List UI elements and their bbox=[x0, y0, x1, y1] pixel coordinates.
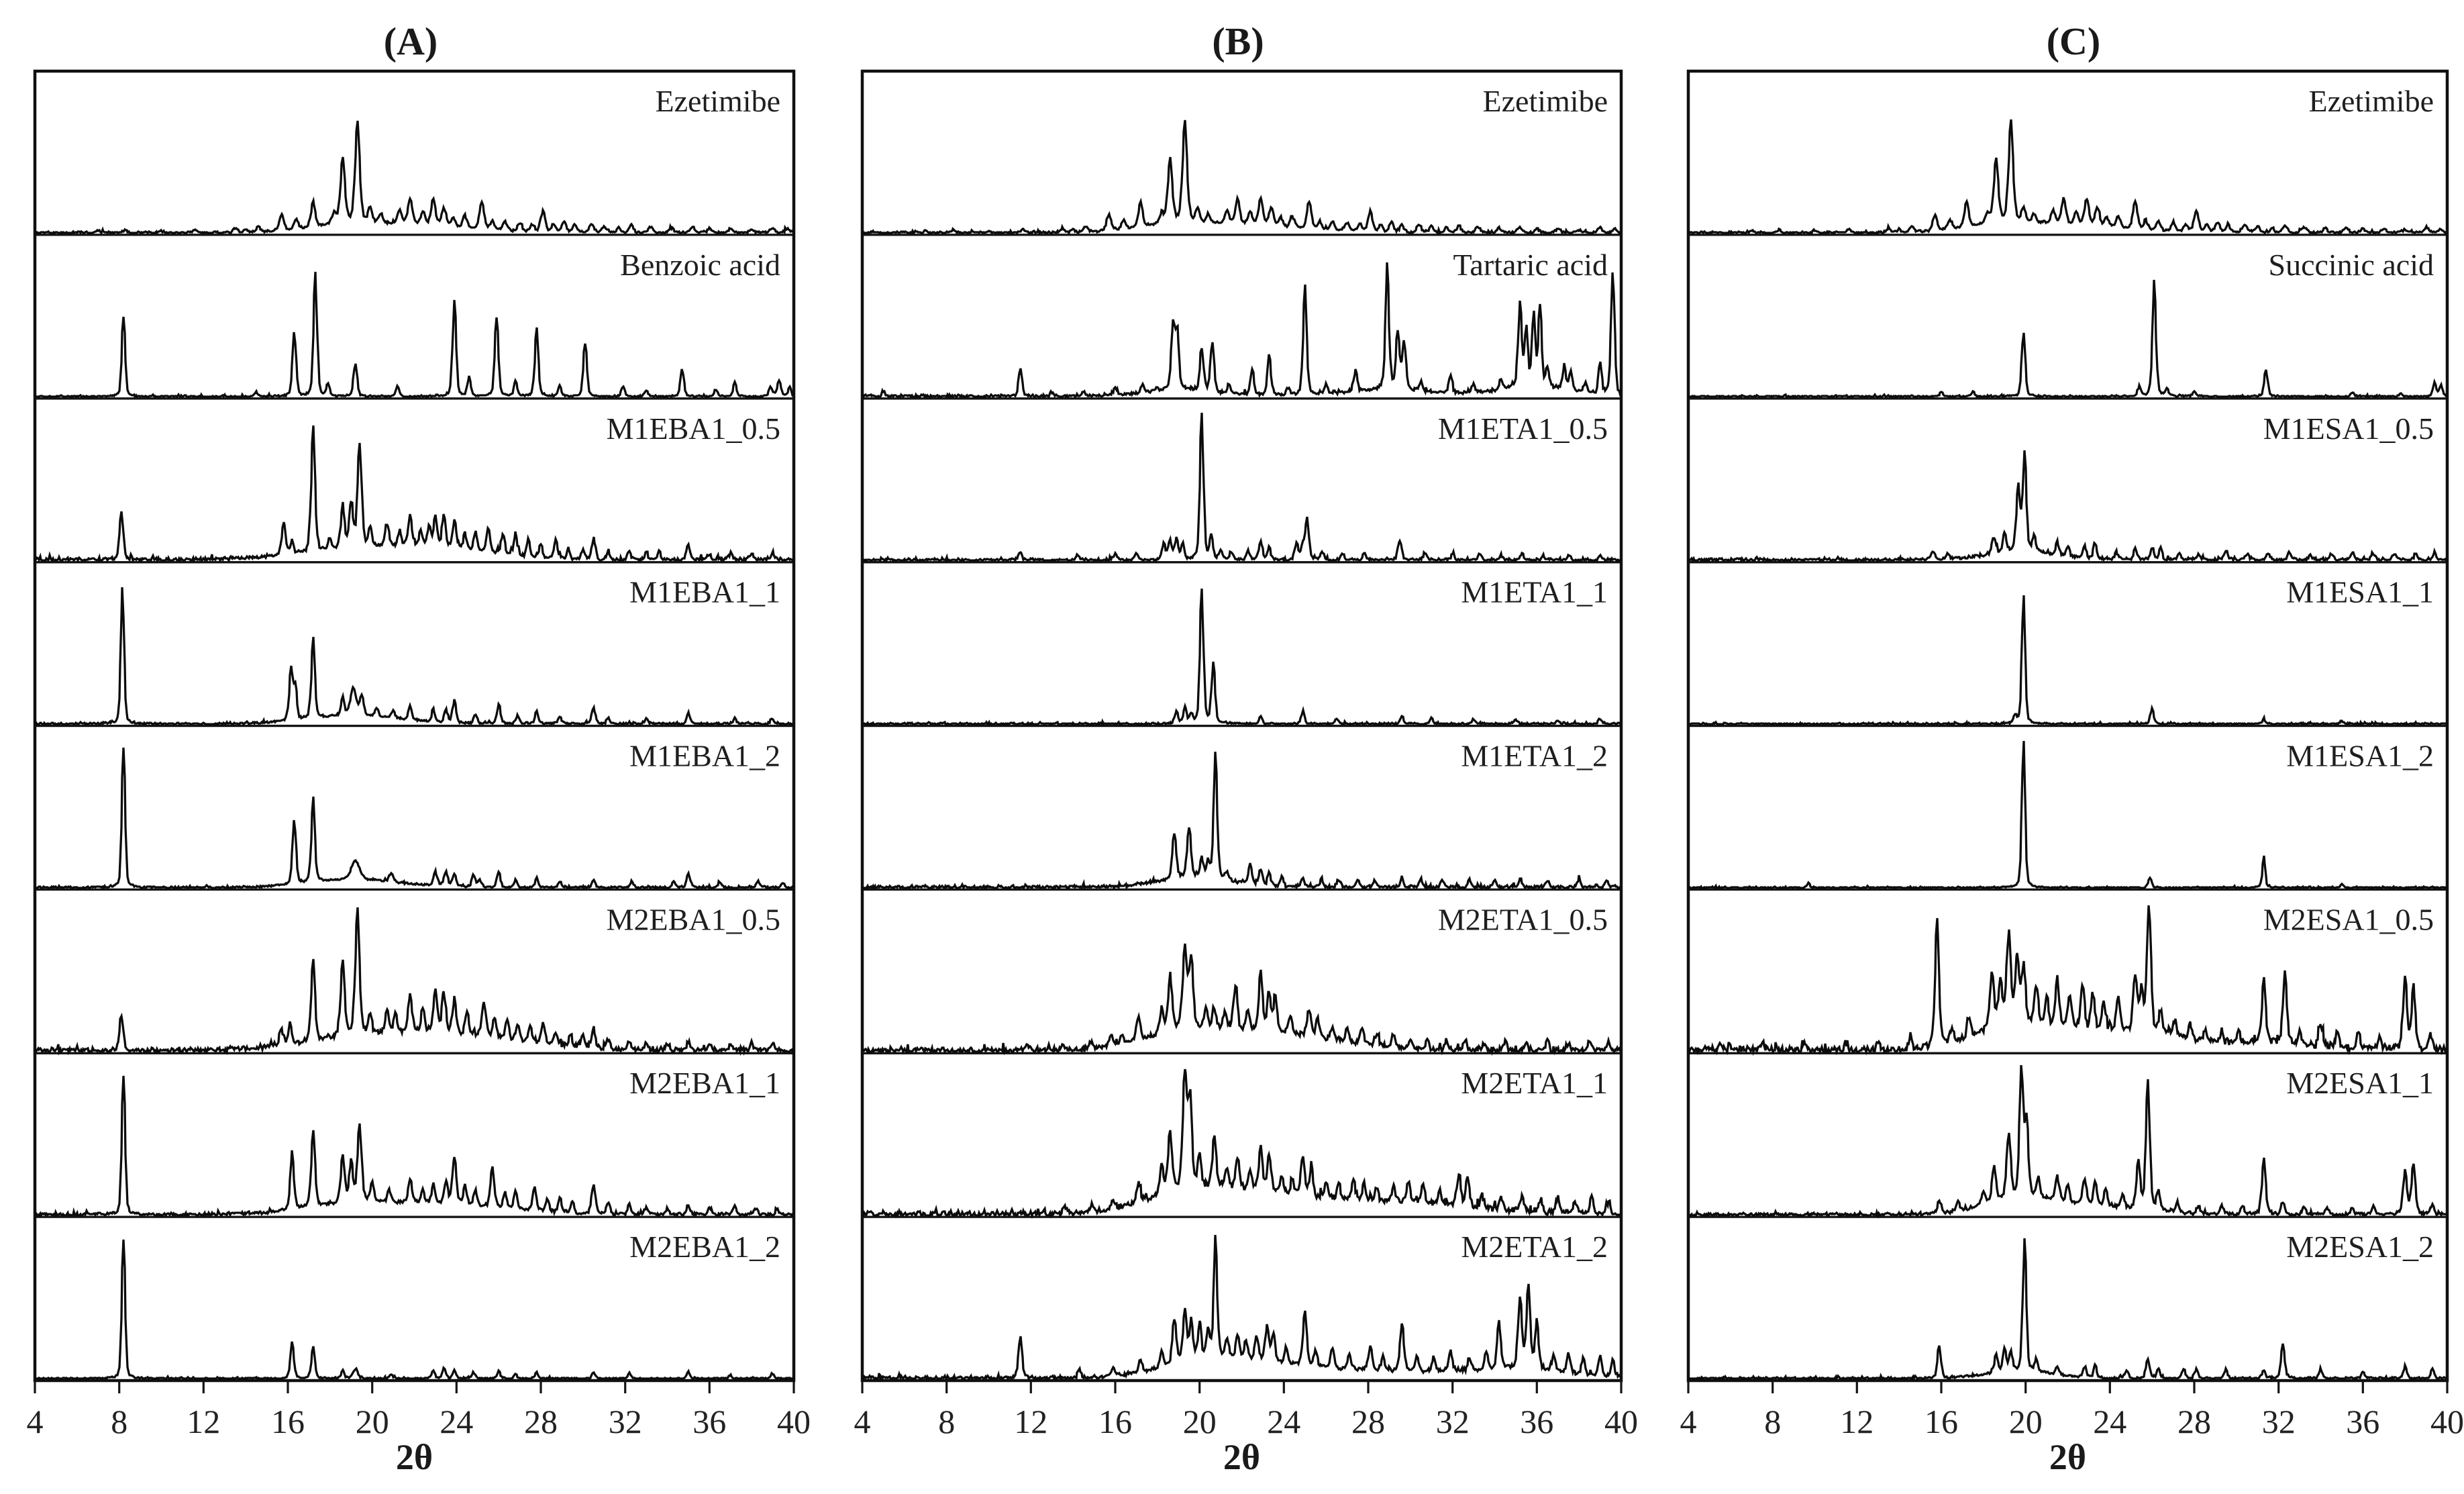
svg-text:2θ: 2θ bbox=[1223, 1437, 1260, 1477]
svg-text:M1ETA1_1: M1ETA1_1 bbox=[1461, 575, 1608, 609]
svg-text:24: 24 bbox=[1267, 1403, 1300, 1440]
svg-text:36: 36 bbox=[692, 1403, 726, 1440]
svg-text:40: 40 bbox=[777, 1403, 811, 1440]
svg-text:40: 40 bbox=[2430, 1403, 2464, 1440]
svg-text:M1ETA1_2: M1ETA1_2 bbox=[1461, 739, 1608, 773]
svg-text:36: 36 bbox=[1520, 1403, 1553, 1440]
svg-text:2θ: 2θ bbox=[2049, 1437, 2086, 1477]
svg-text:8: 8 bbox=[938, 1403, 955, 1440]
svg-text:Succinic acid: Succinic acid bbox=[2268, 248, 2434, 282]
svg-text:2θ: 2θ bbox=[396, 1437, 433, 1477]
svg-text:12: 12 bbox=[1014, 1403, 1047, 1440]
svg-text:M1EBA1_0.5: M1EBA1_0.5 bbox=[607, 411, 780, 446]
svg-text:4: 4 bbox=[1680, 1403, 1697, 1440]
svg-text:M2ETA1_0.5: M2ETA1_0.5 bbox=[1438, 902, 1608, 936]
svg-text:16: 16 bbox=[1098, 1403, 1132, 1440]
svg-text:12: 12 bbox=[1840, 1403, 1873, 1440]
svg-text:24: 24 bbox=[440, 1403, 473, 1440]
svg-text:24: 24 bbox=[2093, 1403, 2126, 1440]
svg-text:Benzoic acid: Benzoic acid bbox=[620, 248, 780, 282]
svg-text:Ezetimibe: Ezetimibe bbox=[656, 84, 780, 118]
svg-text:Ezetimibe: Ezetimibe bbox=[1483, 84, 1608, 118]
svg-text:20: 20 bbox=[356, 1403, 389, 1440]
svg-text:M2ETA1_1: M2ETA1_1 bbox=[1461, 1066, 1608, 1100]
svg-text:M1ESA1_2: M1ESA1_2 bbox=[2286, 739, 2434, 773]
svg-text:M1ETA1_0.5: M1ETA1_0.5 bbox=[1438, 411, 1608, 446]
svg-text:4: 4 bbox=[27, 1403, 44, 1440]
svg-text:M1ESA1_1: M1ESA1_1 bbox=[2286, 575, 2434, 609]
svg-text:28: 28 bbox=[524, 1403, 558, 1440]
svg-text:32: 32 bbox=[2262, 1403, 2296, 1440]
svg-text:M1ESA1_0.5: M1ESA1_0.5 bbox=[2263, 411, 2434, 446]
svg-text:8: 8 bbox=[1764, 1403, 1781, 1440]
svg-text:M2ESA1_2: M2ESA1_2 bbox=[2286, 1230, 2434, 1264]
svg-text:M2EBA1_0.5: M2EBA1_0.5 bbox=[607, 902, 780, 936]
svg-text:16: 16 bbox=[1924, 1403, 1958, 1440]
svg-text:40: 40 bbox=[1604, 1403, 1638, 1440]
svg-text:20: 20 bbox=[2009, 1403, 2043, 1440]
svg-text:M2EBA1_1: M2EBA1_1 bbox=[629, 1066, 780, 1100]
svg-text:(C): (C) bbox=[2047, 19, 2101, 63]
svg-text:28: 28 bbox=[1351, 1403, 1385, 1440]
svg-text:28: 28 bbox=[2177, 1403, 2211, 1440]
svg-text:32: 32 bbox=[609, 1403, 642, 1440]
svg-text:(B): (B) bbox=[1212, 19, 1264, 63]
svg-text:Ezetimibe: Ezetimibe bbox=[2309, 84, 2434, 118]
svg-text:16: 16 bbox=[271, 1403, 305, 1440]
svg-text:12: 12 bbox=[187, 1403, 220, 1440]
svg-text:20: 20 bbox=[1183, 1403, 1217, 1440]
svg-text:M1EBA1_1: M1EBA1_1 bbox=[629, 575, 780, 609]
svg-text:(A): (A) bbox=[384, 19, 438, 63]
svg-text:M2ESA1_1: M2ESA1_1 bbox=[2286, 1066, 2434, 1100]
svg-text:Tartaric acid: Tartaric acid bbox=[1453, 248, 1608, 282]
svg-text:32: 32 bbox=[1436, 1403, 1470, 1440]
svg-text:M1EBA1_2: M1EBA1_2 bbox=[629, 739, 780, 773]
svg-text:8: 8 bbox=[111, 1403, 127, 1440]
svg-text:M2ETA1_2: M2ETA1_2 bbox=[1461, 1230, 1608, 1264]
svg-text:M2ESA1_0.5: M2ESA1_0.5 bbox=[2263, 902, 2434, 936]
svg-text:M2EBA1_2: M2EBA1_2 bbox=[629, 1230, 780, 1264]
svg-text:4: 4 bbox=[854, 1403, 871, 1440]
svg-text:36: 36 bbox=[2346, 1403, 2379, 1440]
